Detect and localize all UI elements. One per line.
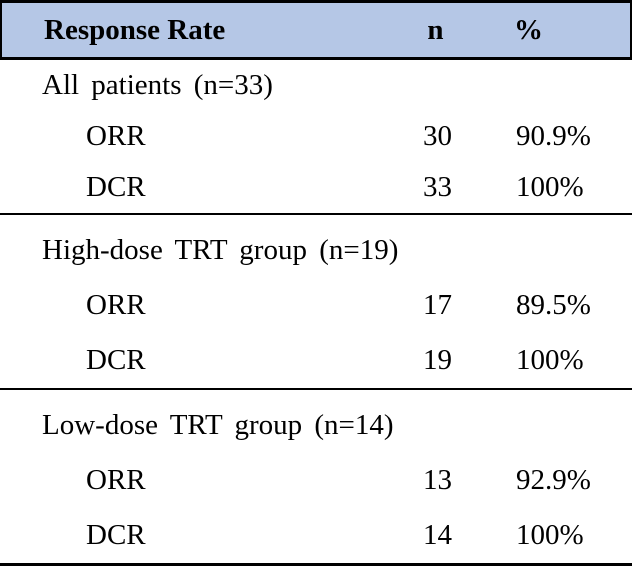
- percent-value: 100%: [516, 344, 584, 376]
- percent-value: 89.5%: [516, 289, 591, 321]
- row-label: ORR: [86, 289, 146, 321]
- header-n: n: [427, 13, 444, 46]
- row-label: DCR: [86, 171, 146, 203]
- n-value: 33: [423, 171, 452, 203]
- section-high-dose: High-dose TRT group (n=19) ORR 17 89.5% …: [0, 215, 632, 390]
- table-row-orr: ORR 30 90.9%: [0, 111, 632, 162]
- section-low-dose: Low-dose TRT group (n=14) ORR 13 92.9% D…: [0, 390, 632, 566]
- percent-value: 100%: [516, 171, 584, 203]
- header-percent: %: [514, 13, 543, 46]
- group-row: Low-dose TRT group (n=14): [0, 398, 632, 453]
- table-row-dcr: DCR 33 100%: [0, 162, 632, 213]
- group-label: High-dose TRT group (n=19): [42, 234, 399, 266]
- percent-value: 100%: [516, 519, 584, 551]
- n-value: 19: [423, 344, 452, 376]
- row-label: DCR: [86, 344, 146, 376]
- header-response-rate: Response Rate: [44, 13, 226, 46]
- table-row-orr: ORR 17 89.5%: [0, 278, 632, 333]
- percent-value: 92.9%: [516, 464, 591, 496]
- percent-value: 90.9%: [516, 120, 591, 152]
- table-row-dcr: DCR 19 100%: [0, 333, 632, 388]
- row-label: DCR: [86, 519, 146, 551]
- group-label: All patients (n=33): [42, 69, 273, 101]
- n-value: 14: [423, 519, 452, 551]
- n-value: 17: [423, 289, 452, 321]
- table-row-orr: ORR 13 92.9%: [0, 453, 632, 508]
- group-label: Low-dose TRT group (n=14): [42, 409, 394, 441]
- n-value: 13: [423, 464, 452, 496]
- table-header-row: Response Rate n %: [0, 0, 632, 60]
- group-row: All patients (n=33): [0, 60, 632, 111]
- row-label: ORR: [86, 120, 146, 152]
- row-label: ORR: [86, 464, 146, 496]
- group-row: High-dose TRT group (n=19): [0, 223, 632, 278]
- n-value: 30: [423, 120, 452, 152]
- section-all-patients: All patients (n=33) ORR 30 90.9% DCR 33 …: [0, 60, 632, 215]
- table-row-dcr: DCR 14 100%: [0, 508, 632, 563]
